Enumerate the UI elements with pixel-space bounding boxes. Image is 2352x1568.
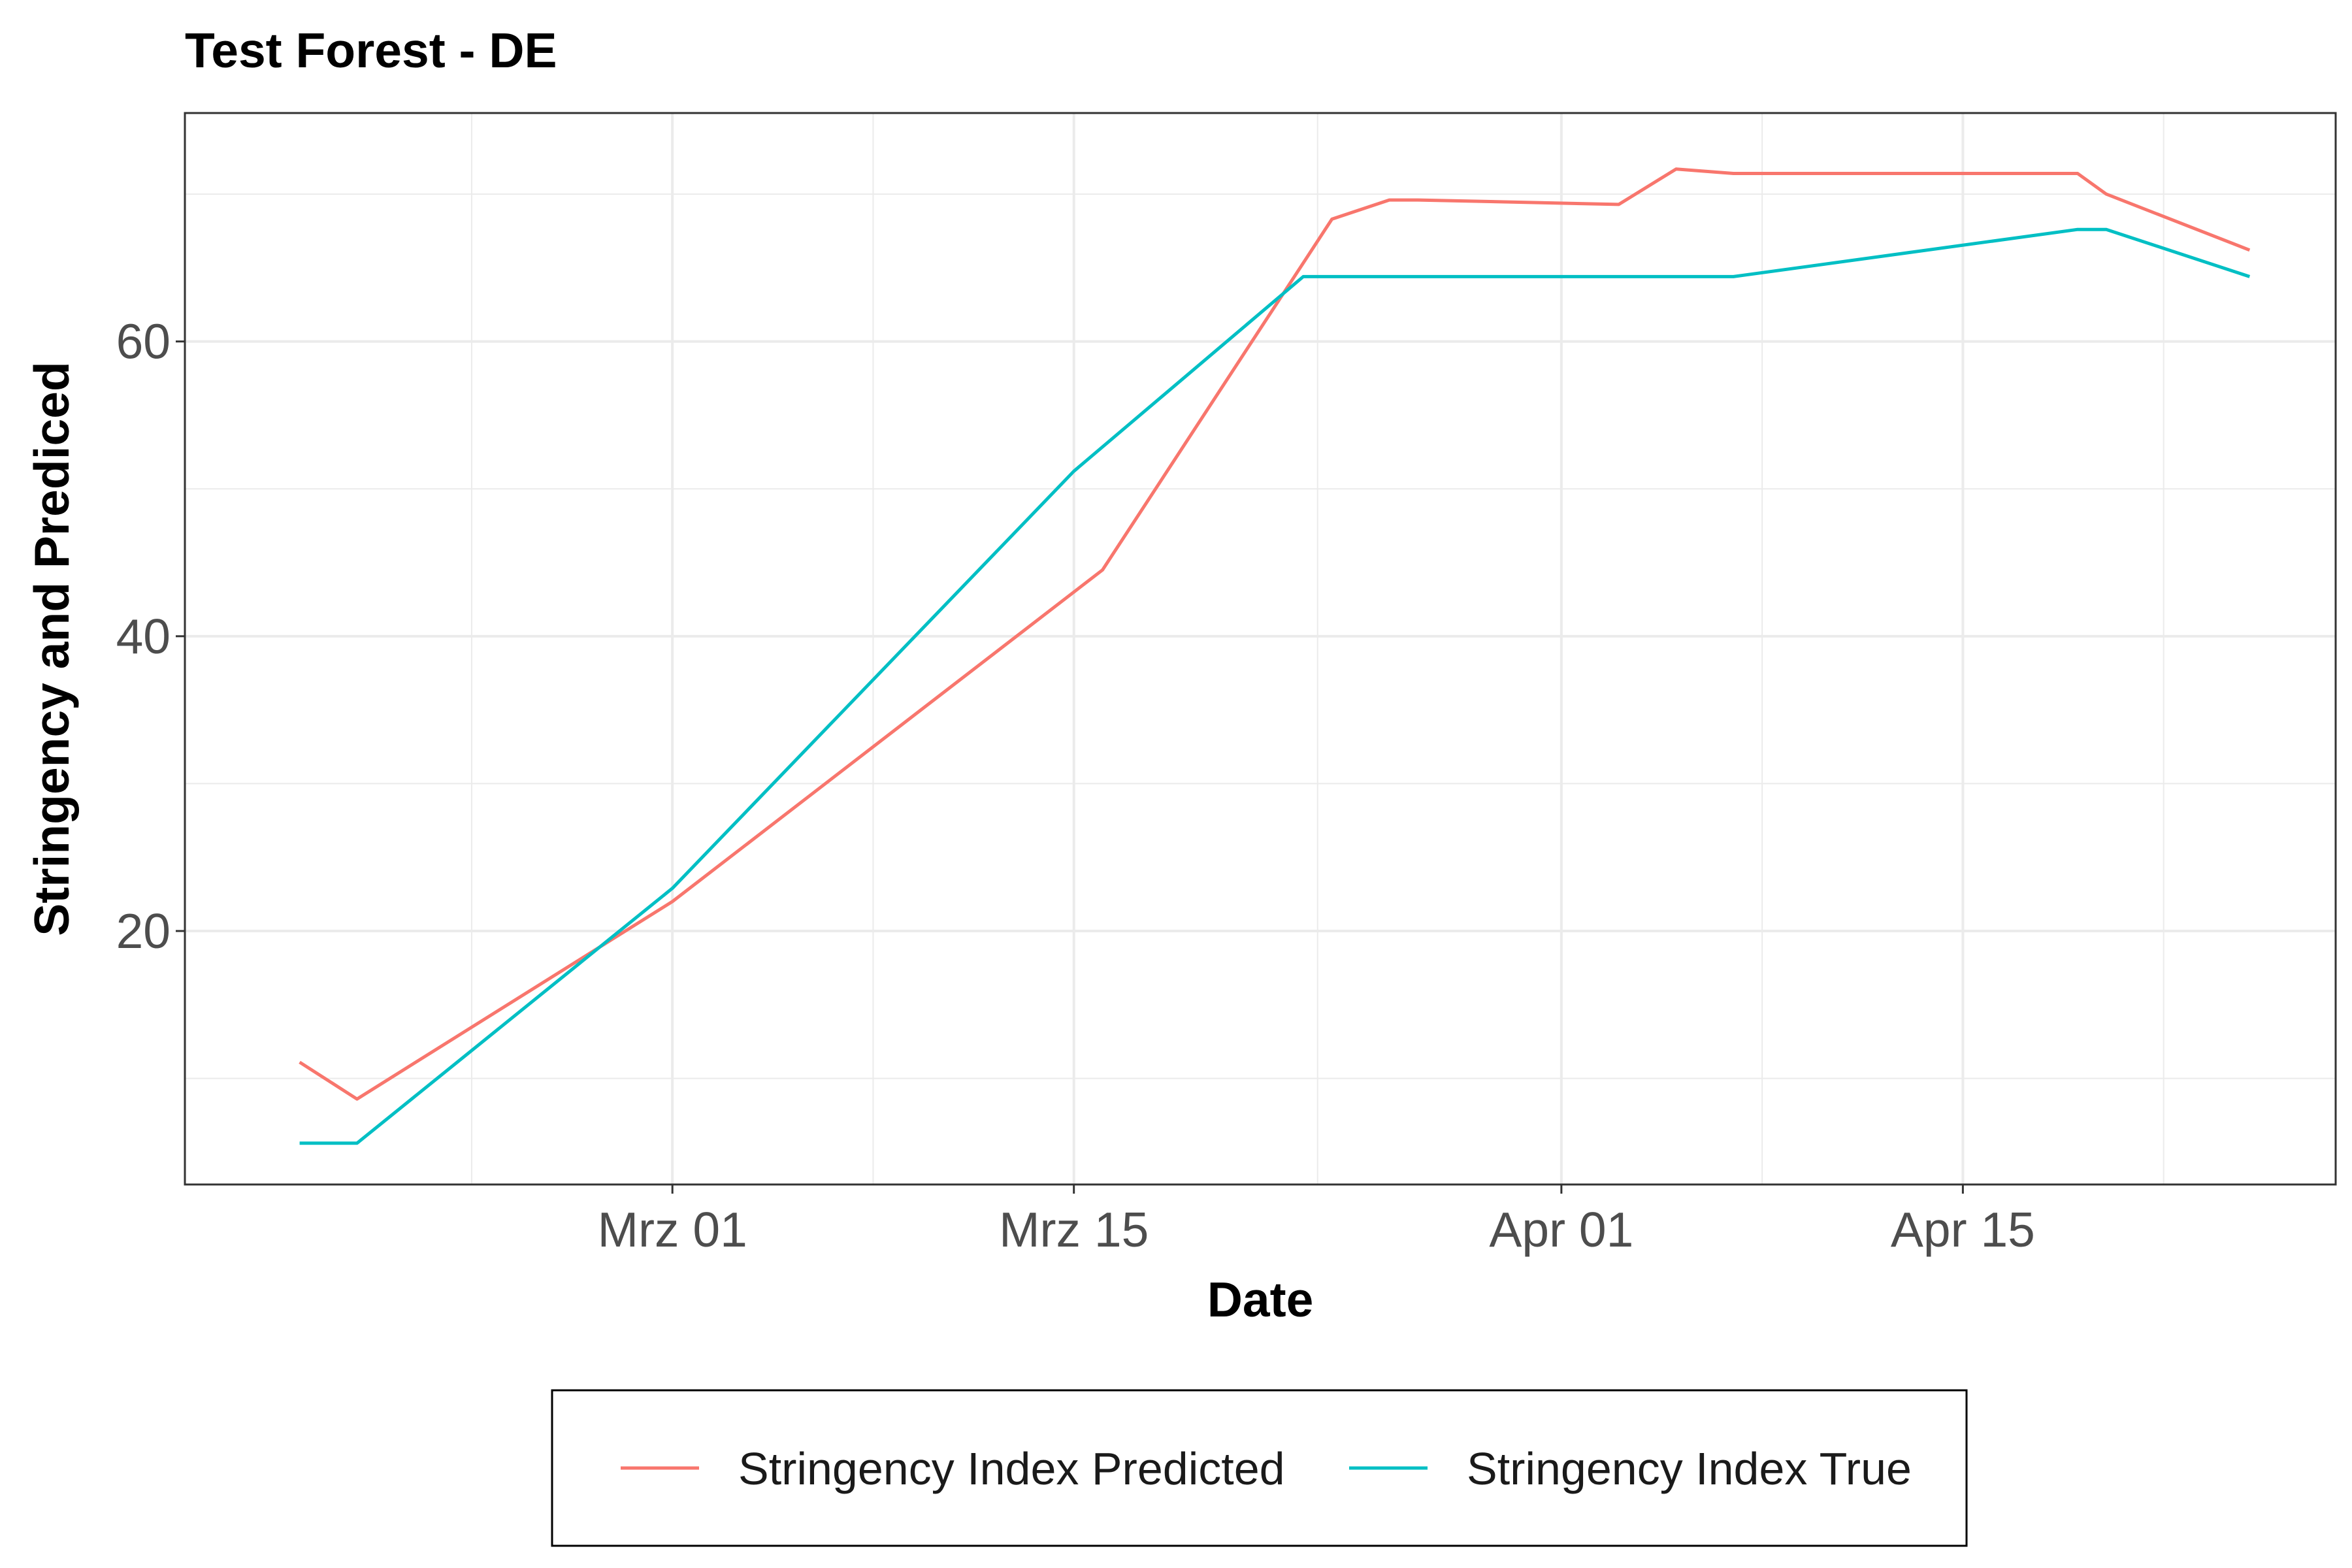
series-line-predicted [299,167,2251,1101]
legend-label-true: Stringency Index True [1467,1443,1912,1494]
chart-title: Test Forest - DE [185,23,557,78]
series-lines [299,167,2251,1145]
y-axis: 20 40 60 [116,314,185,958]
x-tick-label: Mrz 15 [999,1202,1149,1257]
x-tick-label: Mrz 01 [598,1202,747,1257]
plot-area [184,112,2337,1186]
y-tick-label: 40 [116,609,171,664]
y-tick-label: 20 [116,904,171,958]
series-line-true [299,227,2251,1145]
plot-border [184,112,2337,1186]
x-tick-label: Apr 15 [1891,1202,2035,1257]
x-tick-label: Apr 01 [1489,1202,1633,1257]
y-axis-title: Stringency and Prediced [24,361,79,936]
grid-major [185,113,2336,1184]
x-axis: Mrz 01 Mrz 15 Apr 01 Apr 15 [598,1184,2035,1257]
x-axis-title: Date [1207,1272,1314,1327]
grid-minor [185,113,2336,1184]
plot-panel [185,113,2336,1184]
legend-label-predicted: Stringency Index Predicted [738,1443,1285,1494]
legend-box [551,1389,1968,1547]
y-tick-label: 60 [116,314,171,369]
legend: Stringency Index Predicted Stringency Ind… [551,1389,1968,1547]
